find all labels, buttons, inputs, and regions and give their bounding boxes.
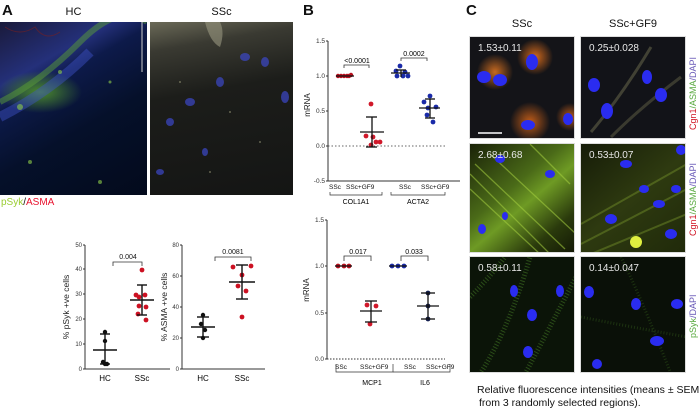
svg-text:0.0: 0.0 bbox=[315, 356, 324, 363]
intensity-value: 1.53±0.11 bbox=[478, 43, 522, 54]
stain-legend-a: pSyk/ASMA bbox=[1, 197, 54, 208]
svg-text:SSc+GF9: SSc+GF9 bbox=[426, 364, 455, 371]
stain-legend-psyk: pSyk bbox=[1, 197, 24, 208]
x-tick-ssc: SSc bbox=[135, 374, 150, 383]
svg-text:SSc+GF9: SSc+GF9 bbox=[346, 184, 375, 191]
axis-label-mrna: mRNA bbox=[303, 93, 312, 117]
p-value-asma: 0.0081 bbox=[222, 249, 244, 256]
micrograph-ssc-gf9-psyk: 0.14±0.047 bbox=[580, 256, 686, 373]
svg-text:SSc+GF9: SSc+GF9 bbox=[421, 184, 450, 191]
svg-text:1.5: 1.5 bbox=[316, 38, 325, 45]
x-tick-hc: HC bbox=[99, 374, 111, 383]
p-value-acta2: 0.0002 bbox=[403, 51, 425, 58]
x-tick-hc: HC bbox=[197, 374, 209, 383]
intensity-value: 0.25±0.028 bbox=[589, 43, 639, 54]
svg-text:-0.5: -0.5 bbox=[314, 178, 326, 185]
col-title-ssc-gf9: SSc+GF9 bbox=[609, 18, 657, 30]
svg-text:40: 40 bbox=[75, 267, 82, 273]
micrograph-ssc-gf9-asma: 0.53±0.07 bbox=[580, 143, 686, 253]
stain-legend-asma: ASMA bbox=[26, 197, 55, 208]
col-title-ssc: SSc bbox=[511, 18, 533, 30]
svg-text:40: 40 bbox=[172, 305, 179, 311]
svg-text:SSc: SSc bbox=[329, 184, 342, 191]
intensity-value: 0.53±0.07 bbox=[589, 150, 634, 161]
svg-text:0.0: 0.0 bbox=[316, 143, 325, 150]
group-label-col1a1: COL1A1 bbox=[343, 199, 370, 206]
svg-text:20: 20 bbox=[75, 317, 82, 323]
chart-b-mcp1-il6: 1.5 1.0 0.5 0.0 mRNA 0.017 0.033 SSc SSc+GF9… bbox=[302, 217, 455, 387]
panel-label-b: B bbox=[303, 2, 314, 19]
side-label-row3: pSyk/DAPI bbox=[688, 294, 698, 338]
intensity-value: 0.14±0.047 bbox=[589, 263, 639, 274]
svg-text:SSc: SSc bbox=[404, 364, 417, 371]
svg-text:SSc+GF9: SSc+GF9 bbox=[360, 364, 389, 371]
caption-c: Relative fluorescence intensities (means… bbox=[477, 384, 700, 410]
micrograph-ssc-asma: 2.68±0.68 bbox=[469, 143, 575, 253]
svg-text:0: 0 bbox=[79, 367, 83, 373]
group-label-acta2: ACTA2 bbox=[407, 199, 429, 206]
p-value-psyk: 0.004 bbox=[119, 254, 137, 261]
svg-text:SSc: SSc bbox=[399, 184, 412, 191]
svg-text:0.5: 0.5 bbox=[316, 108, 325, 115]
side-label-row2: Cgn1/ASMA/DAPI bbox=[688, 162, 698, 236]
image-title-hc: HC bbox=[65, 6, 82, 18]
group-label-il6: IL6 bbox=[420, 380, 430, 387]
svg-text:0.5: 0.5 bbox=[315, 310, 324, 317]
caption-line-2: from 3 randomly selected regions). bbox=[479, 397, 641, 409]
micrograph-hc-skin bbox=[0, 22, 147, 195]
svg-text:50: 50 bbox=[75, 243, 82, 249]
svg-text:1.0: 1.0 bbox=[316, 73, 325, 80]
micrograph-ssc-gf9-cgn1: 0.25±0.028 bbox=[580, 36, 686, 139]
micrograph-ssc-psyk: 0.58±0.11 bbox=[469, 256, 575, 373]
caption-line-1: Relative fluorescence intensities (means… bbox=[477, 384, 700, 396]
svg-text:30: 30 bbox=[75, 292, 82, 298]
p-value-col1a1: <0.0001 bbox=[344, 58, 370, 65]
p-value-mcp1: 0.017 bbox=[349, 249, 367, 256]
svg-text:20: 20 bbox=[172, 336, 179, 342]
panel-label-c: C bbox=[466, 2, 477, 19]
chart-a-psyk: 0 10 20 30 40 50 % pSyk +ve cells 0.004 HC SS… bbox=[61, 243, 170, 383]
svg-text:80: 80 bbox=[172, 243, 179, 249]
chart-a-asma: 0 20 40 60 80 % ASMA +ve cells 0.0081 HC SSc bbox=[160, 243, 265, 383]
panel-label-a: A bbox=[2, 2, 13, 19]
svg-text:0: 0 bbox=[176, 367, 180, 373]
svg-text:SSc: SSc bbox=[335, 364, 348, 371]
side-label-row1: Cgn1/ASMA/DAPI bbox=[688, 56, 698, 130]
intensity-value: 0.58±0.11 bbox=[478, 263, 522, 274]
svg-text:1.0: 1.0 bbox=[315, 263, 324, 270]
axis-label-mrna: mRNA bbox=[302, 278, 311, 302]
svg-text:60: 60 bbox=[172, 274, 179, 280]
axis-label-psyk: % pSyk +ve cells bbox=[61, 275, 71, 340]
intensity-value: 2.68±0.68 bbox=[478, 150, 523, 161]
group-label-mcp1: MCP1 bbox=[362, 380, 382, 387]
p-value-il6: 0.033 bbox=[405, 249, 423, 256]
axis-label-asma: % ASMA +ve cells bbox=[160, 273, 169, 342]
micrograph-ssc-cgn1: 1.53±0.11 bbox=[469, 36, 575, 139]
stain-legend-sep: / bbox=[23, 197, 27, 208]
x-tick-ssc: SSc bbox=[235, 374, 250, 383]
svg-text:10: 10 bbox=[75, 342, 82, 348]
svg-text:1.5: 1.5 bbox=[315, 217, 324, 224]
chart-b-col1a1-acta2: 1.5 1.0 0.5 0.0 -0.5 mRNA <0.0001 0.0002 SSc… bbox=[303, 38, 460, 206]
micrograph-ssc-skin bbox=[150, 22, 293, 195]
image-title-ssc: SSc bbox=[211, 6, 232, 18]
